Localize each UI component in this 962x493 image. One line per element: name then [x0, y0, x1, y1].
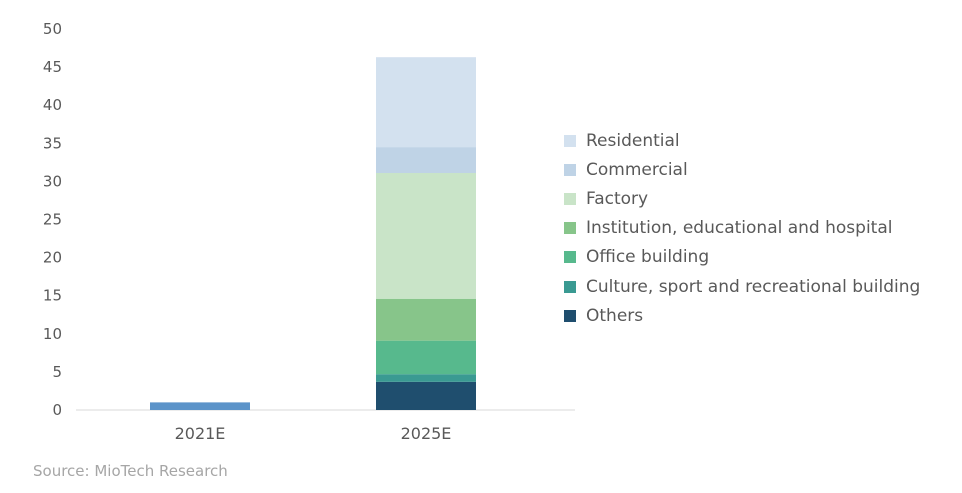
- legend-swatch: [564, 309, 576, 322]
- bar-segment-others: [376, 381, 476, 410]
- legend-label: Others: [586, 305, 644, 326]
- y-tick-label: 40: [43, 96, 62, 114]
- legend-swatch: [564, 251, 576, 264]
- y-tick-label: 15: [43, 287, 62, 305]
- legend-item: Institution, educational and hospital: [564, 214, 920, 243]
- bar-segment-2021e: [150, 402, 250, 410]
- y-tick-label: 30: [43, 172, 62, 190]
- x-category-label: 2021E: [175, 424, 226, 443]
- legend-item: Factory: [564, 184, 920, 213]
- legend-label: Culture, sport and recreational building: [586, 276, 921, 297]
- source-note: Source: MioTech Research: [33, 462, 228, 480]
- bars: [150, 57, 476, 410]
- legend-swatch: [564, 192, 576, 205]
- y-axis-ticks: 0 5 10 15 20 25 30 35 40 45 50: [43, 20, 62, 419]
- bar-segment-factory: [376, 173, 476, 299]
- bar-segment-institution-educational-and-hospital: [376, 298, 476, 341]
- legend-label: Office building: [586, 247, 710, 268]
- legend-label: Commercial: [586, 159, 688, 180]
- y-tick-label: 50: [43, 20, 62, 38]
- x-axis-categories: 2021E 2025E: [175, 424, 452, 443]
- legend-label: Institution, educational and hospital: [586, 218, 893, 239]
- y-tick-label: 45: [43, 58, 62, 76]
- y-tick-label: 0: [52, 401, 62, 419]
- legend-swatch: [564, 280, 576, 293]
- legend-label: Residential: [586, 130, 680, 151]
- legend: Residential Commercial Factory Institution,…: [564, 126, 920, 330]
- legend-label: Factory: [586, 188, 649, 209]
- x-category-label: 2025E: [401, 424, 452, 443]
- legend-item: Culture, sport and recreational building: [564, 272, 920, 301]
- y-tick-label: 5: [52, 363, 62, 381]
- legend-swatch: [564, 163, 576, 176]
- bar-segment-office-building: [376, 340, 476, 375]
- legend-swatch: [564, 134, 576, 147]
- legend-item: Residential: [564, 126, 920, 155]
- bar-segment-residential: [376, 57, 476, 148]
- y-tick-label: 25: [43, 211, 62, 229]
- legend-item: Commercial: [564, 155, 920, 184]
- bar-segment-culture-sport-and-recreational-building: [376, 374, 476, 382]
- y-tick-label: 10: [43, 325, 62, 343]
- y-tick-label: 35: [43, 134, 62, 152]
- legend-item: Office building: [564, 243, 920, 272]
- legend-item: Others: [564, 301, 920, 330]
- y-tick-label: 20: [43, 249, 62, 267]
- legend-swatch: [564, 222, 576, 235]
- bar-segment-commercial: [376, 147, 476, 174]
